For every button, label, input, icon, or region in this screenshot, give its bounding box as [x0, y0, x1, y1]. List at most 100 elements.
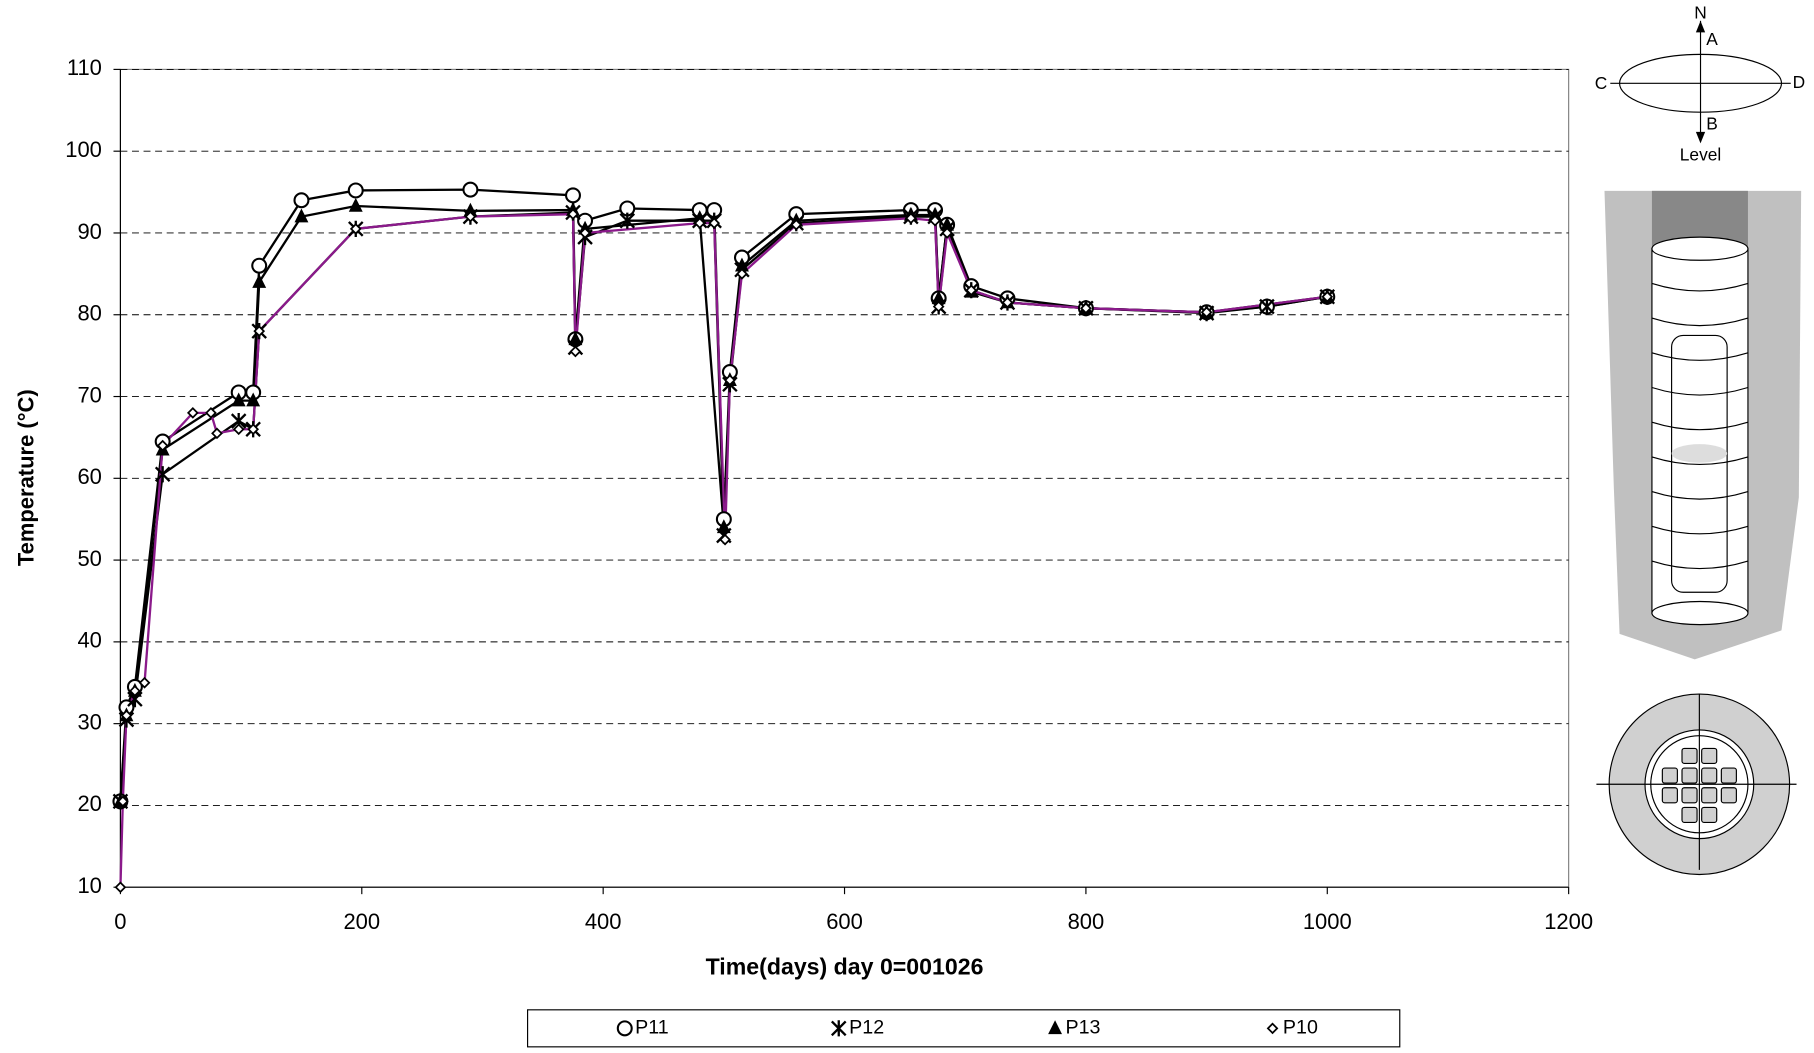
- marker: [567, 208, 579, 221]
- block: [1681, 787, 1698, 804]
- cylinder: [1651, 248, 1749, 614]
- level-label: Level: [1680, 145, 1721, 165]
- y-tick-label: 50: [77, 546, 101, 571]
- y-tick-label: 40: [77, 628, 101, 653]
- marker: [928, 206, 942, 221]
- marker: [462, 181, 479, 198]
- compass-n: N: [1694, 2, 1707, 22]
- marker: [692, 210, 707, 225]
- marker: [1048, 1020, 1063, 1035]
- block: [1661, 787, 1678, 804]
- y-axis-label: Temperature (°C): [14, 389, 39, 566]
- marker: [186, 407, 199, 419]
- marker: [716, 519, 731, 534]
- block: [1720, 787, 1737, 804]
- block: [1701, 806, 1718, 824]
- marker: [724, 374, 736, 387]
- block: [1681, 806, 1698, 824]
- marker: [941, 227, 953, 239]
- marker: [348, 197, 363, 212]
- marker: [247, 423, 260, 436]
- marker: [719, 533, 731, 546]
- marker: [830, 1020, 847, 1037]
- y-tick-label: 110: [67, 55, 102, 80]
- marker: [129, 685, 141, 697]
- marker: [616, 1020, 633, 1037]
- marker: [565, 187, 581, 204]
- compass-d: D: [1793, 72, 1806, 92]
- marker: [253, 325, 266, 337]
- marker: [294, 208, 309, 223]
- legend: [527, 1009, 1401, 1048]
- arrow-north: [1695, 20, 1706, 33]
- y-tick-label: 60: [77, 464, 101, 489]
- y-tick-label: 30: [77, 709, 101, 734]
- marker: [1200, 306, 1213, 319]
- marker: [205, 407, 217, 419]
- x-tick-label: 1200: [1544, 909, 1593, 934]
- marker: [1266, 1022, 1279, 1035]
- legend-label: P13: [1065, 1017, 1100, 1039]
- block: [1661, 767, 1678, 784]
- marker: [154, 466, 171, 483]
- x-tick-label: 1000: [1303, 909, 1352, 934]
- marker: [736, 268, 748, 280]
- cylinder-rim: [1651, 236, 1749, 261]
- section-blocks: [1661, 747, 1737, 824]
- marker: [708, 217, 721, 230]
- marker: [251, 257, 268, 274]
- marker: [905, 212, 917, 225]
- cylinder-base: [1651, 600, 1749, 626]
- marker: [293, 192, 310, 209]
- marker: [349, 223, 362, 235]
- cylinder-rings: [1651, 282, 1749, 570]
- x-tick-label: 400: [585, 909, 622, 934]
- compass-b: B: [1706, 114, 1718, 134]
- marker: [347, 182, 364, 199]
- marker: [619, 212, 636, 229]
- y-tick-label: 90: [77, 219, 101, 244]
- marker: [463, 202, 478, 217]
- block: [1681, 747, 1698, 765]
- block: [1701, 787, 1718, 804]
- legend-label: P10: [1283, 1017, 1318, 1039]
- marker: [693, 217, 706, 230]
- marker: [116, 795, 129, 808]
- x-tick-label: 0: [114, 909, 126, 934]
- x-tick-label: 800: [1068, 909, 1105, 934]
- arrow-south: [1695, 131, 1706, 144]
- marker: [1321, 290, 1334, 303]
- diagram: [1596, 20, 1802, 876]
- y-tick-label: 20: [77, 791, 101, 816]
- marker: [940, 216, 955, 231]
- marker: [1001, 296, 1014, 309]
- marker: [231, 392, 246, 407]
- x-axis-label: Time(days) day 0=001026: [706, 953, 984, 979]
- marker: [1259, 298, 1275, 315]
- marker: [120, 709, 133, 722]
- legend-label: P11: [635, 1017, 669, 1039]
- marker: [735, 257, 749, 272]
- level-band: [1671, 444, 1728, 463]
- marker: [232, 423, 245, 436]
- block: [1681, 767, 1698, 784]
- x-tick-label: 600: [826, 909, 863, 934]
- marker: [246, 392, 261, 407]
- marker: [929, 214, 941, 227]
- marker: [965, 284, 978, 297]
- y-tick-label: 100: [65, 137, 102, 162]
- block: [1720, 767, 1737, 784]
- marker: [568, 331, 583, 346]
- ring: [1651, 282, 1749, 570]
- marker: [569, 345, 582, 358]
- inner-cylinder: [1671, 334, 1728, 593]
- marker: [156, 439, 169, 452]
- marker: [1080, 302, 1092, 315]
- block: [1701, 747, 1718, 765]
- compass-c: C: [1595, 73, 1608, 93]
- marker: [252, 273, 267, 288]
- marker: [211, 427, 223, 440]
- x-tick-label: 200: [343, 909, 380, 934]
- marker: [579, 227, 591, 239]
- y-tick-label: 70: [77, 382, 101, 407]
